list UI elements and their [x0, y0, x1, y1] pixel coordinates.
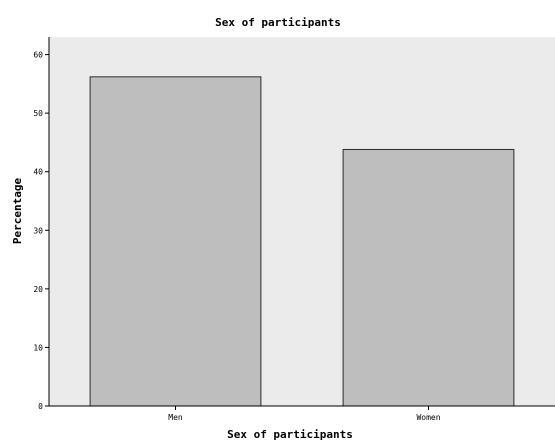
x-axis-title: Sex of participants	[227, 428, 353, 441]
y-tick-label: 50	[33, 109, 43, 118]
y-axis-title: Percentage	[11, 178, 24, 245]
y-tick-label: 20	[33, 285, 43, 294]
y-axis-ticks: 0 10 20 30 40 50 60	[33, 51, 49, 411]
bar-men	[89, 76, 262, 407]
bars-group	[89, 76, 515, 407]
y-tick-label: 30	[33, 226, 43, 235]
chart-title: Sex of participants	[215, 16, 341, 29]
y-tick-label: 0	[38, 402, 43, 411]
y-tick-label: 10	[33, 343, 43, 352]
y-tick-label: 40	[33, 168, 43, 177]
x-axis-ticks: Men Women	[168, 406, 441, 422]
x-tick-label: Men	[168, 413, 183, 422]
bar-women	[342, 148, 515, 407]
x-tick-label: Women	[416, 413, 440, 422]
y-tick-label: 60	[33, 51, 43, 60]
